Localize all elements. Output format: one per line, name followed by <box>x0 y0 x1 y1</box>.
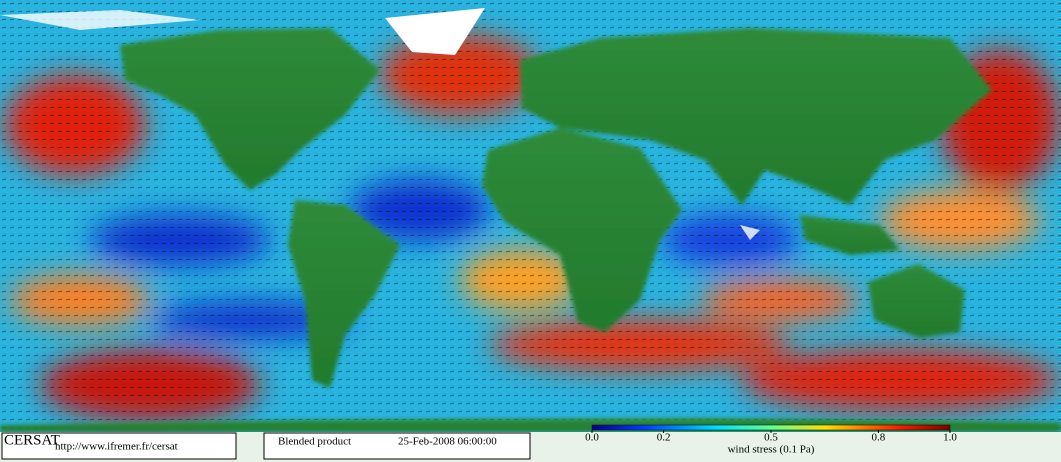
colorbar: 0.0 0.2 0.5 0.8 1.0 wind stress (0.1 Pa) <box>585 424 957 456</box>
colorbar-tick-label: 0.2 <box>657 432 671 444</box>
logo-box <box>1 432 237 460</box>
colorbar-scale <box>591 424 951 431</box>
logo: CERSAT <box>4 432 60 448</box>
url: http://www.ifremer.fr/cersat <box>55 441 178 453</box>
greenland-ice <box>385 8 485 55</box>
colorbar-label: wind stress (0.1 Pa) <box>728 444 815 456</box>
date: 25-Feb-2008 06:00:00 <box>398 436 497 448</box>
product: Blended product <box>278 436 351 448</box>
colorbar-tick-label: 0.5 <box>764 432 778 444</box>
colorbar-tick-label: 0.8 <box>872 432 886 444</box>
land <box>0 28 1061 432</box>
product-box <box>263 432 531 460</box>
colorbar-tick-label: 0.0 <box>585 432 599 444</box>
colorbar-tick-label: 1.0 <box>943 432 957 444</box>
